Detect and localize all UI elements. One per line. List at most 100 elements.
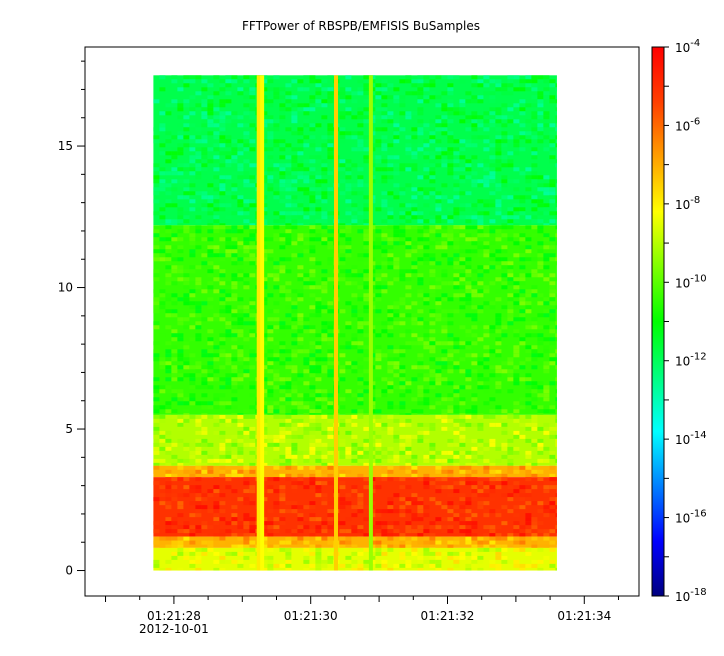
spectrogram-cell [171, 219, 178, 224]
spectrogram-cell [489, 438, 496, 443]
spectrogram-cell [357, 253, 364, 258]
spectrogram-cell [225, 139, 232, 144]
spectrogram-cell [237, 551, 244, 556]
spectrogram-cell [387, 155, 394, 160]
spectrogram-cell [327, 115, 334, 120]
spectrogram-cell [555, 199, 557, 204]
spectrogram-cell [513, 233, 520, 238]
spectrogram-cell [225, 473, 232, 478]
spectrogram-cell [189, 397, 196, 402]
spectrogram-cell [399, 167, 406, 172]
spectrogram-cell [405, 143, 412, 148]
spectrogram-cell [231, 442, 238, 447]
spectrogram-cell [315, 79, 322, 84]
spectrogram-cell [345, 95, 352, 100]
spectrogram-cell [231, 237, 238, 242]
spectrogram-cell [447, 473, 454, 478]
spectrogram-cell [279, 187, 286, 192]
spectrogram-cell [459, 477, 466, 482]
spectrogram-cell [429, 167, 436, 172]
spectrogram-cell [351, 434, 358, 439]
spectrogram-cell [393, 237, 400, 242]
spectrogram-cell [375, 297, 382, 302]
spectrogram-cell [189, 147, 196, 152]
spectrogram-cell [189, 305, 196, 310]
spectrogram-cell [555, 321, 557, 326]
spectrogram-cell [189, 401, 196, 406]
spectrogram-cell [405, 203, 412, 208]
spectrogram-cell [153, 127, 160, 132]
spectrogram-cell [177, 465, 184, 470]
spectrogram-cell [435, 233, 442, 238]
spectrogram-cell [495, 127, 502, 132]
spectrogram-cell [537, 321, 544, 326]
spectrogram-cell [357, 341, 364, 346]
spectrogram-cell [555, 438, 557, 443]
spectrogram-cell [201, 369, 208, 374]
spectrogram-cell [303, 458, 310, 463]
spectrogram-cell [195, 163, 202, 168]
spectrogram-cell [345, 501, 352, 506]
spectrogram-cell [351, 529, 358, 534]
spectrogram-cell [387, 426, 394, 431]
spectrogram-cell [183, 325, 190, 330]
spectrogram-cell [201, 203, 208, 208]
spectrogram-cell [501, 281, 508, 286]
spectrogram-cell [309, 143, 316, 148]
spectrogram-cell [483, 485, 490, 490]
spectrogram-cell [471, 521, 478, 526]
spectrogram-cell [225, 289, 232, 294]
spectrogram-cell [405, 458, 412, 463]
spectrogram-cell [213, 405, 220, 410]
spectrogram-cell [213, 317, 220, 322]
spectrogram-cell [381, 147, 388, 152]
spectrogram-cell [291, 115, 298, 120]
spectrogram-cell [405, 111, 412, 116]
spectrogram-cell [381, 567, 388, 571]
spectrogram-cell [489, 225, 496, 230]
spectrogram-cell [357, 365, 364, 370]
spectrogram-cell [213, 397, 220, 402]
spectrogram-cell [237, 469, 244, 474]
spectrogram-cell [423, 321, 430, 326]
spectrogram-cell [339, 369, 346, 374]
spectrogram-cell [471, 79, 478, 84]
spectrogram-cell [153, 349, 160, 354]
spectrogram-cell [543, 325, 550, 330]
spectrogram-cell [549, 139, 556, 144]
spectrogram-cell [309, 223, 316, 226]
spectrogram-cell [423, 245, 430, 250]
spectrogram-cell [285, 450, 292, 455]
spectrogram-cell [537, 450, 544, 455]
spectrogram-cell [363, 293, 370, 298]
spectrogram-cell [489, 123, 496, 128]
spectrogram-cell [387, 147, 394, 152]
spectrogram-cell [237, 115, 244, 120]
spectrogram-cell [153, 341, 160, 346]
spectrogram-cell [471, 143, 478, 148]
spectrogram-cell [387, 361, 394, 366]
spectrogram-cell [231, 229, 238, 234]
spectrogram-cell [501, 163, 508, 168]
spectrogram-cell [405, 341, 412, 346]
spectrogram-cell [207, 183, 214, 188]
spectrogram-cell [165, 369, 172, 374]
spectrogram-cell [525, 450, 532, 455]
spectrogram-cell [381, 285, 388, 290]
spectrogram-cell [357, 269, 364, 274]
spectrogram-cell [219, 309, 226, 314]
spectrogram-cell [219, 446, 226, 451]
spectrogram-cell [285, 225, 292, 230]
spectrogram-cell [549, 257, 556, 262]
spectrogram-cell [309, 563, 316, 568]
spectrogram-cell [267, 559, 274, 564]
spectrogram-cell [243, 477, 250, 482]
spectrogram-cell [453, 393, 460, 398]
spectrogram-cell [363, 533, 370, 537]
spectrogram-cell [243, 211, 250, 216]
spectrogram-cell [189, 469, 196, 474]
spectrogram-cell [291, 111, 298, 116]
spectrogram-cell [363, 261, 370, 266]
spectrogram-cell [357, 529, 364, 534]
spectrogram-cell [429, 257, 436, 262]
